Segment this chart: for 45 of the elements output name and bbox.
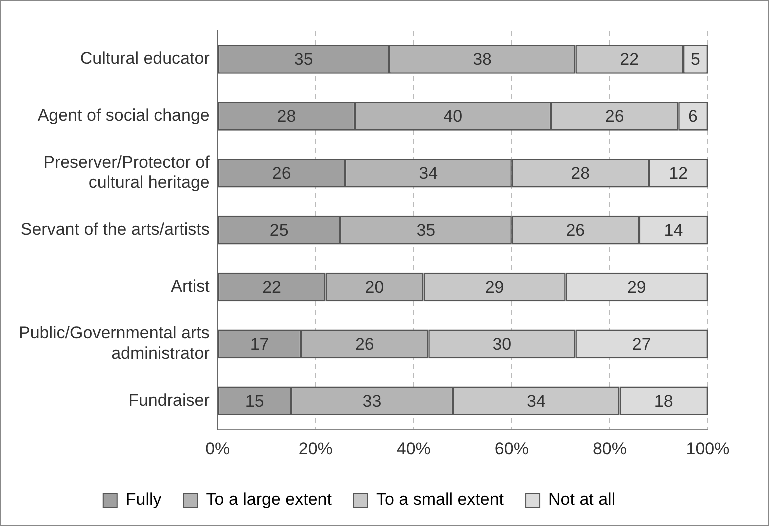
legend-label: To a small extent (376, 490, 504, 510)
data-label: 20 (365, 278, 384, 297)
x-tick-label: 20% (298, 439, 333, 458)
data-label: 14 (664, 220, 684, 240)
data-label: 27 (632, 334, 652, 354)
x-tick-label: 60% (494, 439, 529, 458)
data-label: 38 (473, 50, 492, 70)
legend-label: To a large extent (206, 490, 332, 510)
data-label: 26 (272, 164, 292, 184)
data-label: 18 (654, 392, 674, 411)
data-label: 5 (691, 50, 700, 70)
data-label: 30 (492, 334, 512, 354)
legend-label: Not at all (548, 490, 616, 510)
data-label: 29 (627, 278, 646, 297)
data-label: 12 (669, 164, 688, 184)
y-tick-label: Artist (171, 276, 210, 296)
data-label: 26 (605, 107, 624, 126)
data-label: 34 (526, 392, 546, 411)
data-label: 15 (245, 392, 264, 411)
data-label: 34 (419, 164, 438, 184)
y-tick-label: Cultural educator (80, 49, 210, 68)
data-label: 22 (262, 278, 282, 297)
data-label: 35 (294, 50, 314, 70)
y-tick-label: Agent of social change (38, 106, 210, 126)
y-tick-label: Servant of the arts/artists (20, 220, 210, 239)
x-tick-label: 80% (592, 439, 627, 458)
data-label: 26 (355, 334, 374, 354)
data-label: 26 (566, 220, 586, 240)
data-label: 29 (485, 278, 504, 297)
y-tick-label: Fundraiser (128, 390, 210, 410)
legend-label: Fully (126, 490, 162, 510)
data-label: 40 (444, 107, 463, 126)
x-tick-label: 100% (686, 439, 730, 458)
data-label: 17 (250, 334, 270, 354)
x-tick-label: 0% (206, 439, 230, 458)
y-tick-label: Public/Governmental arts administrator (18, 324, 210, 364)
y-tick-label: Preserver/Protector of cultural heritage (44, 152, 210, 192)
data-label: 25 (270, 220, 289, 240)
data-label: 22 (620, 50, 640, 70)
data-label: 28 (277, 107, 296, 126)
data-label: 35 (416, 220, 436, 240)
data-label: 6 (688, 107, 698, 126)
data-label: 33 (362, 392, 382, 411)
data-label: 28 (571, 164, 590, 184)
x-tick-label: 40% (396, 439, 431, 458)
